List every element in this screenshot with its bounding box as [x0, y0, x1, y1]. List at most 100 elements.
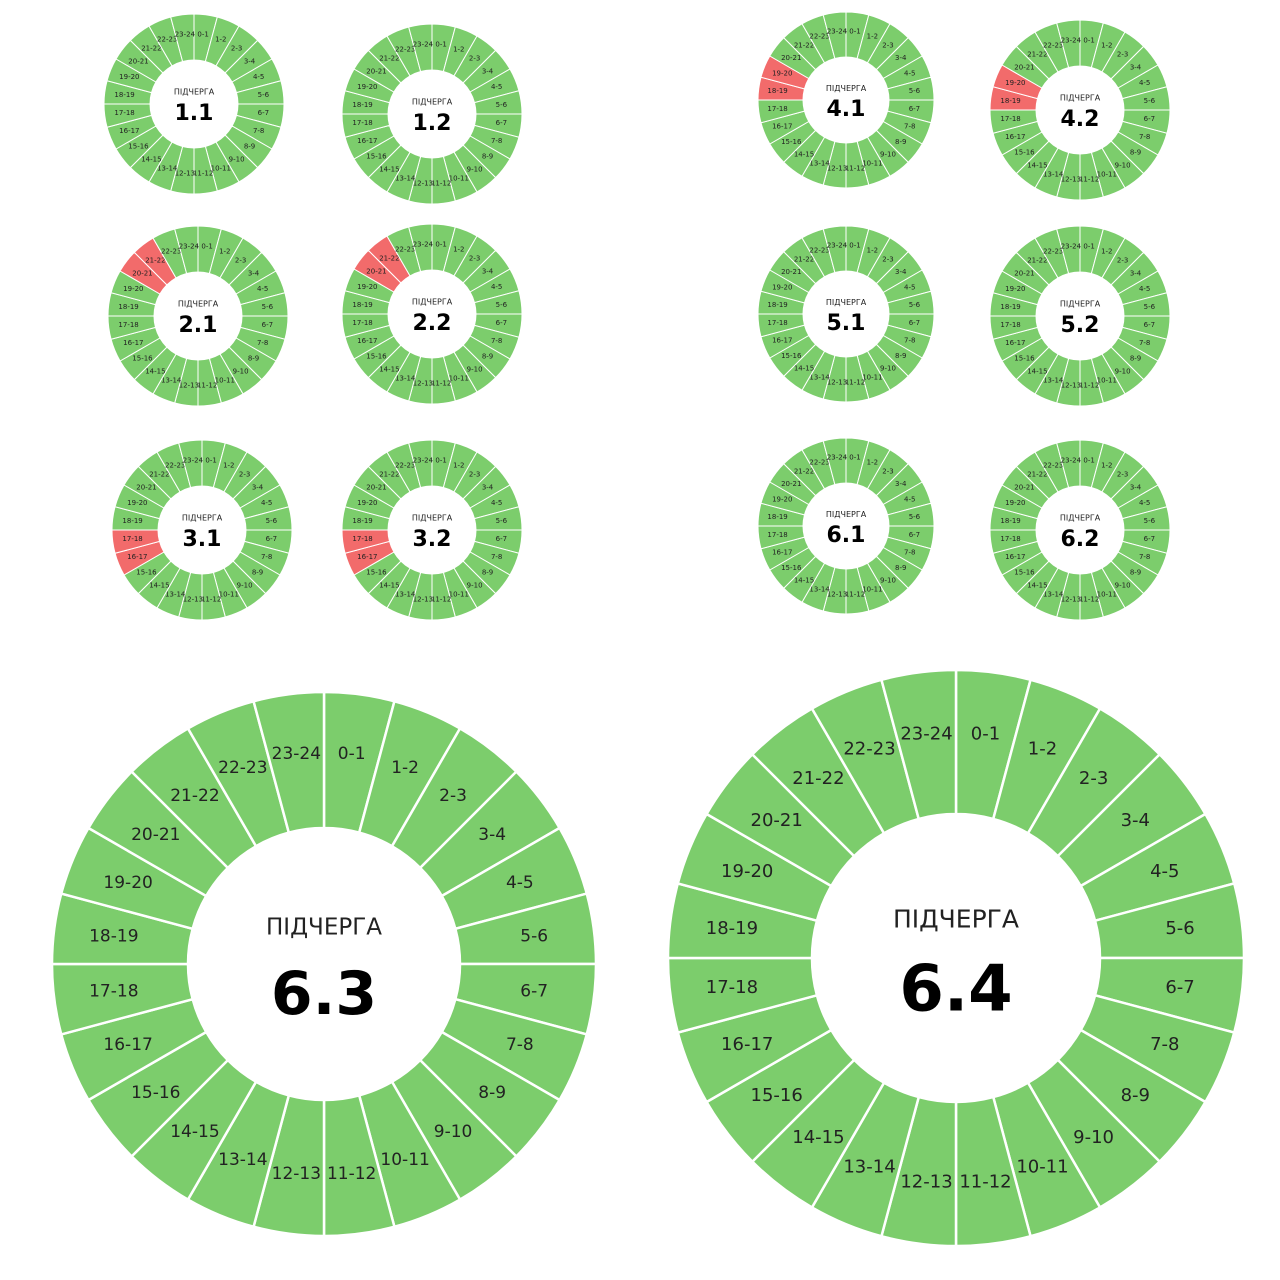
wheel-center — [803, 483, 889, 569]
hour-label: 9-10 — [467, 366, 483, 374]
hour-label: 17-18 — [706, 977, 758, 998]
hour-label: 7-8 — [904, 548, 915, 556]
hour-label: 2-3 — [235, 256, 246, 264]
hour-label: 9-10 — [467, 166, 483, 174]
hour-label: 20-21 — [366, 483, 386, 491]
hour-label: 14-15 — [141, 156, 161, 164]
hour-label: 18-19 — [122, 517, 142, 525]
wheel-6.1: 0-1 1-2 2-33-4 4-5 5-6 6-7 7-8 8-9 9-1010-1111-1… — [757, 437, 935, 615]
wheel-5.1: 0-1 1-2 2-33-4 4-5 5-6 6-7 7-8 8-9 9-1010-1111-1… — [757, 225, 935, 403]
hour-label: 15-16 — [781, 138, 802, 146]
hour-label: 8-9 — [895, 138, 906, 146]
hour-label: 19-20 — [772, 496, 792, 504]
hour-label: 10-11 — [862, 160, 882, 168]
hour-label: 2-3 — [1117, 470, 1128, 478]
hour-label: 19-20 — [127, 499, 147, 507]
hour-label: 18-19 — [352, 517, 372, 525]
hour-label: 17-18 — [352, 319, 372, 327]
hour-label: 6-7 — [1144, 535, 1155, 543]
hour-label: 22-23 — [161, 247, 181, 255]
hour-label: 0-1 — [1083, 37, 1094, 45]
hour-label: 9-10 — [467, 582, 483, 590]
hour-label: 5-6 — [520, 926, 548, 946]
hour-label: 11-12 — [1079, 381, 1099, 389]
hour-label: 2-3 — [882, 41, 893, 49]
hour-label: 0-1 — [201, 243, 212, 251]
hour-label: 14-15 — [379, 166, 399, 174]
hour-label: 1-2 — [453, 461, 464, 469]
hour-label: 13-14 — [161, 377, 182, 385]
hour-label: 11-12 — [431, 379, 451, 387]
hour-label: 7-8 — [506, 1035, 534, 1055]
hour-label: 0-1 — [849, 28, 860, 36]
hour-label: 7-8 — [1139, 553, 1150, 561]
hour-label: 15-16 — [366, 569, 387, 577]
hour-label: 11-12 — [845, 378, 865, 386]
hour-label: 13-14 — [1043, 591, 1064, 599]
hour-label: 2-3 — [882, 255, 893, 263]
hour-label: 9-10 — [1115, 368, 1131, 376]
hour-label: 11-12 — [1079, 595, 1099, 603]
hour-label: 23-24 — [183, 457, 204, 465]
hour-label: 4-5 — [257, 285, 268, 293]
subqueue-number: 1.1 — [175, 101, 214, 126]
subqueue-word: ПІДЧЕРГА — [826, 84, 867, 93]
hour-label: 6-7 — [520, 982, 548, 1002]
hour-label: 12-13 — [183, 595, 203, 603]
wheel-4.1: 0-1 1-2 2-33-4 4-5 5-6 6-7 7-8 8-9 9-1010-1111-1… — [757, 11, 935, 189]
hour-label: 7-8 — [904, 122, 915, 130]
hour-label: 21-22 — [379, 470, 399, 478]
subqueue-number: 5.1 — [827, 311, 866, 336]
hour-label: 13-14 — [395, 591, 416, 599]
hour-label: 3-4 — [895, 54, 907, 62]
hour-label: 19-20 — [357, 83, 377, 91]
wheel-1.1: 0-1 1-2 2-33-4 4-5 5-6 6-7 7-8 8-9 9-1010-1111-1… — [103, 13, 285, 195]
hour-label: 16-17 — [357, 553, 377, 561]
hour-label: 14-15 — [170, 1122, 219, 1142]
hour-label: 15-16 — [366, 353, 387, 361]
hour-label: 2-3 — [1117, 256, 1128, 264]
hour-label: 3-4 — [482, 483, 494, 491]
hour-label: 7-8 — [253, 127, 264, 135]
hour-label: 20-21 — [131, 825, 180, 845]
subqueue-number: 6.4 — [899, 953, 1012, 1027]
hour-label: 8-9 — [252, 569, 263, 577]
hour-label: 2-3 — [469, 254, 480, 262]
hour-label: 14-15 — [379, 366, 399, 374]
hour-label: 0-1 — [849, 242, 860, 250]
hour-label: 23-24 — [827, 242, 848, 250]
hour-label: 22-23 — [843, 739, 895, 760]
subqueue-word: ПІДЧЕРГА — [178, 300, 219, 309]
subqueue-number: 5.2 — [1061, 313, 1100, 338]
hour-label: 22-23 — [809, 32, 829, 40]
hour-label: 5-6 — [1144, 303, 1156, 311]
hour-label: 17-18 — [352, 535, 372, 543]
hour-label: 4-5 — [904, 70, 915, 78]
hour-label: 15-16 — [1014, 149, 1035, 157]
hour-label: 11-12 — [845, 590, 865, 598]
wheel-center — [158, 486, 246, 574]
hour-label: 5-6 — [1144, 97, 1156, 105]
hour-label: 4-5 — [904, 284, 915, 292]
subqueue-word: ПІДЧЕРГА — [893, 905, 1019, 934]
hour-label: 21-22 — [794, 255, 814, 263]
hour-label: 13-14 — [809, 160, 830, 168]
hour-label: 4-5 — [253, 73, 264, 81]
hour-label: 1-2 — [453, 45, 464, 53]
hour-label: 22-23 — [165, 461, 185, 469]
hour-label: 18-19 — [767, 87, 787, 95]
hour-label: 17-18 — [767, 319, 787, 327]
hour-label: 7-8 — [1139, 133, 1150, 141]
hour-label: 14-15 — [794, 151, 814, 159]
hour-label: 23-24 — [413, 41, 434, 49]
wheel-center — [1036, 272, 1124, 360]
hour-label: 9-10 — [229, 156, 245, 164]
hour-label: 18-19 — [114, 91, 134, 99]
hour-label: 7-8 — [904, 336, 915, 344]
hour-label: 10-11 — [862, 374, 882, 382]
hour-label: 0-1 — [1083, 457, 1094, 465]
hour-label: 2-3 — [469, 54, 480, 62]
wheel-2.2: 0-1 1-2 2-33-4 4-5 5-6 6-7 7-8 8-9 9-1010-1111-1… — [341, 223, 523, 405]
hour-label: 5-6 — [258, 91, 270, 99]
subqueue-number: 3.2 — [413, 527, 452, 552]
